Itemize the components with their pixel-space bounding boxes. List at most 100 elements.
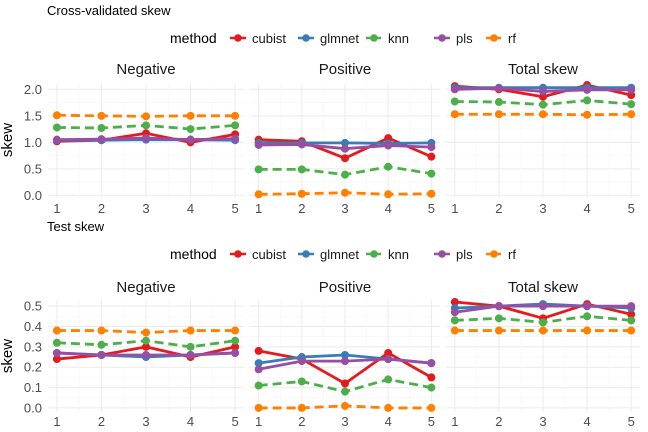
data-point-glmnet <box>341 350 349 359</box>
data-point-knn <box>186 125 195 134</box>
data-point-rf <box>254 403 263 412</box>
x-tick-label: 1 <box>53 414 60 429</box>
series-knn <box>254 162 436 179</box>
data-point-pls <box>254 365 263 374</box>
x-tick-label: 3 <box>539 414 546 429</box>
legend-label: rf <box>508 247 516 262</box>
legend-key-point <box>302 250 310 258</box>
legend: method cubist glmnet knn pls rf <box>170 30 516 46</box>
data-point-knn <box>297 377 306 386</box>
data-point-knn <box>341 387 349 396</box>
data-point-knn <box>142 336 150 345</box>
panel-positive: Positive 1 2 3 4 5 <box>250 61 440 216</box>
series-pls <box>450 302 636 317</box>
data-point-rf <box>450 326 459 335</box>
data-point-knn <box>627 100 636 109</box>
x-tick-label: 5 <box>428 201 435 216</box>
data-point-rf <box>341 188 349 197</box>
data-point-rf <box>450 110 459 119</box>
x-tick-label: 4 <box>583 414 590 429</box>
legend-item-rf: rf <box>486 247 516 262</box>
data-point-knn <box>97 340 106 349</box>
data-point-knn <box>297 165 306 174</box>
data-point-rf <box>231 326 240 335</box>
data-point-cubist <box>52 355 61 364</box>
y-tick-label: 0.4 <box>24 319 42 334</box>
y-tick-label: 0.3 <box>24 339 42 354</box>
x-tick-label: 5 <box>428 414 435 429</box>
panel-negative: Negative 1 2 3 4 5 <box>48 279 244 429</box>
data-point-cubist <box>427 373 436 382</box>
legend-item-pls: pls <box>434 247 473 262</box>
legend-label: glmnet <box>320 247 359 262</box>
data-point-rf <box>254 190 263 199</box>
data-point-pls <box>52 348 61 357</box>
series-rf <box>450 326 636 335</box>
x-tick-label: 5 <box>628 201 635 216</box>
test-skew-chart: Test skew method cubist glmnet knn pls rf skew 0… <box>0 219 640 429</box>
data-point-pls <box>142 134 150 143</box>
x-tick-label: 4 <box>385 414 392 429</box>
x-tick-label: 1 <box>451 201 458 216</box>
data-point-rf <box>297 403 306 412</box>
series-knn <box>52 121 240 134</box>
panel-title: Negative <box>116 279 175 296</box>
x-tick-label: 4 <box>385 201 392 216</box>
series-knn <box>450 312 636 327</box>
panel-title: Positive <box>319 61 372 78</box>
series-pls <box>450 84 636 96</box>
data-point-rf <box>52 326 61 335</box>
series-knn <box>52 336 240 351</box>
legend-item-pls: pls <box>434 31 473 46</box>
data-point-rf <box>186 111 195 120</box>
data-point-pls <box>427 143 436 152</box>
legend-key-point <box>490 34 498 42</box>
legend-item-glmnet: glmnet <box>298 247 359 262</box>
data-point-pls <box>341 357 349 366</box>
legend-label: glmnet <box>320 31 359 46</box>
data-point-knn <box>231 336 240 345</box>
data-point-knn <box>450 316 459 325</box>
x-tick-label: 5 <box>231 201 238 216</box>
data-point-cubist <box>142 342 150 351</box>
data-point-cubist <box>231 342 240 351</box>
x-tick-label: 3 <box>142 414 149 429</box>
x-tick-label: 2 <box>495 414 502 429</box>
y-tick-label: 0.0 <box>24 400 42 415</box>
x-tick-label: 5 <box>231 414 238 429</box>
legend-key-point <box>234 250 242 258</box>
data-point-pls <box>142 350 150 359</box>
data-point-pls <box>341 144 349 153</box>
series-rf <box>254 401 436 412</box>
data-point-knn <box>142 121 150 130</box>
grid <box>48 300 244 412</box>
legend-label: cubist <box>252 247 286 262</box>
data-point-rf <box>186 326 195 335</box>
panel-total-skew: Total skew 1 2 3 4 5 <box>446 61 640 216</box>
chart-title: Cross-validated skew <box>47 3 171 18</box>
data-point-pls <box>231 134 240 143</box>
data-point-cubist <box>341 379 349 388</box>
data-point-rf <box>627 110 636 119</box>
legend-key-point <box>234 34 242 42</box>
legend-item-rf: rf <box>486 31 516 46</box>
x-tick-label: 1 <box>53 201 60 216</box>
y-tick-label: 0.5 <box>24 299 42 314</box>
y-tick-label: 1.5 <box>24 108 42 123</box>
data-point-rf <box>52 111 61 120</box>
series-rf <box>450 110 636 119</box>
x-tick-label: 4 <box>187 414 194 429</box>
data-point-knn <box>384 375 393 384</box>
data-point-rf <box>97 326 106 335</box>
data-point-pls <box>384 355 393 364</box>
data-point-pls <box>494 302 503 311</box>
data-point-pls <box>450 85 459 94</box>
y-tick-label: 2.0 <box>24 82 42 97</box>
data-point-rf <box>427 403 436 412</box>
data-point-knn <box>231 121 240 130</box>
data-point-pls <box>627 302 636 311</box>
data-point-knn <box>450 97 459 106</box>
data-point-knn <box>52 123 61 132</box>
data-point-knn <box>427 383 436 392</box>
series-knn <box>254 375 436 396</box>
